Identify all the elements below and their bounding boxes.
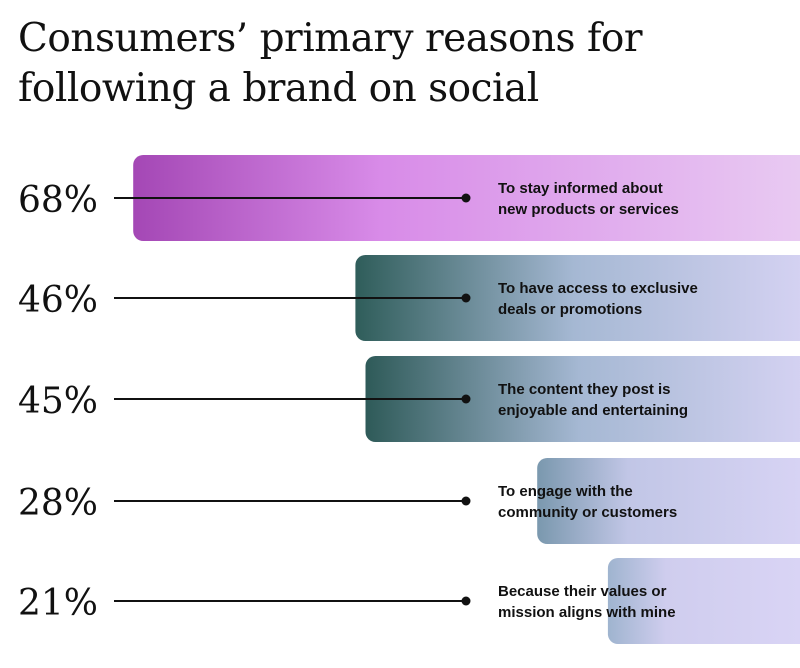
category-label-line: mission aligns with mine xyxy=(498,604,676,621)
bar-group: 46% To have access to exclusive deals or p… xyxy=(18,255,800,341)
value-label: 21% xyxy=(18,583,98,624)
leader-dot xyxy=(461,293,471,303)
category-label-line: deals or promotions xyxy=(498,301,642,318)
bar-group: 45% The content they post is enjoyable and… xyxy=(18,356,800,442)
category-label: Because their values or mission aligns wi… xyxy=(498,583,676,621)
leader-dot xyxy=(461,394,471,404)
category-label: To stay informed about new products or se… xyxy=(498,180,679,218)
value-label: 46% xyxy=(18,280,98,321)
value-label: 28% xyxy=(18,483,98,524)
leader-dot xyxy=(461,596,471,606)
category-label-line: new products or services xyxy=(498,201,679,218)
category-label-line: enjoyable and entertaining xyxy=(498,402,688,419)
category-label-line: Because their values or xyxy=(498,583,667,600)
category-label: To have access to exclusive deals or prom… xyxy=(498,280,698,318)
leader-dot xyxy=(461,496,471,506)
category-label: To engage with the community or customers xyxy=(498,483,677,521)
category-label: The content they post is enjoyable and en… xyxy=(498,381,688,419)
category-label-line: community or customers xyxy=(498,504,677,521)
category-label-line: To engage with the xyxy=(498,483,633,500)
bar-group: 28% To engage with the community or custom… xyxy=(18,458,800,544)
bar-group: 21% Because their values or mission aligns… xyxy=(18,558,800,644)
category-label-line: The content they post is xyxy=(498,381,671,398)
bar xyxy=(537,458,800,544)
bar xyxy=(607,558,800,644)
bar-group: 68% To stay informed about new products or… xyxy=(18,155,800,241)
bar xyxy=(355,255,800,341)
value-label: 45% xyxy=(18,381,98,422)
category-label-line: To stay informed about xyxy=(498,180,663,197)
bar xyxy=(365,356,800,442)
leader-dot xyxy=(461,193,471,203)
value-label: 68% xyxy=(18,180,98,221)
category-label-line: To have access to exclusive xyxy=(498,280,698,297)
chart-title: Consumers’ primary reasons for following… xyxy=(18,16,643,111)
bars-layer: 68% To stay informed about new products or… xyxy=(18,155,800,644)
